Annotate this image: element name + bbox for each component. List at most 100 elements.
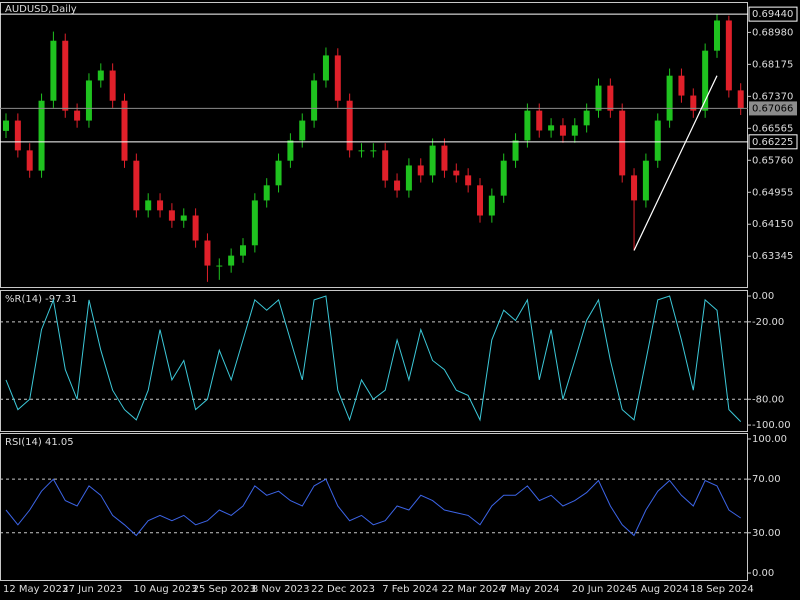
y-tick-label: -80.00 — [752, 394, 784, 405]
candle-body — [607, 85, 614, 111]
x-tick-label: 12 May 2023 — [3, 584, 68, 595]
x-tick-label: 20 Jun 2024 — [572, 584, 632, 595]
candle-body — [619, 110, 626, 176]
y-tick-label: 100.00 — [752, 434, 787, 445]
level-label-box — [748, 6, 798, 22]
x-tick-label: 27 Jun 2023 — [62, 584, 122, 595]
candle-body — [465, 175, 472, 186]
x-tick-label: 18 Sep 2024 — [690, 584, 753, 595]
candle-body — [725, 20, 732, 91]
candle-body — [595, 85, 602, 111]
candle-body — [204, 240, 211, 266]
candle-body — [500, 160, 507, 196]
candle-body — [405, 165, 412, 191]
x-tick-label: 7 May 2024 — [501, 584, 560, 595]
candle-body — [559, 125, 566, 136]
candle-body — [536, 110, 543, 131]
candle-body — [133, 160, 140, 211]
candle-body — [3, 120, 9, 131]
x-tick-label: 8 Nov 2023 — [252, 584, 310, 595]
candle-body — [417, 165, 424, 176]
y-tick-label: 0.64150 — [752, 219, 793, 230]
candle-body — [512, 140, 519, 161]
candle-body — [287, 140, 294, 161]
rsi-panel-frame — [0, 433, 748, 581]
level-label: 0.69440 — [752, 9, 793, 20]
y-tick-label: -20.00 — [752, 317, 784, 328]
candle-body — [168, 210, 175, 221]
y-tick-label: 70.00 — [752, 474, 781, 485]
candle-body — [346, 100, 353, 151]
candle-body — [737, 90, 744, 109]
level-label-box — [748, 134, 798, 150]
candle-body — [524, 110, 531, 141]
candle-body — [358, 150, 365, 152]
rsi-title: RSI(14) 41.05 — [5, 437, 74, 448]
y-tick-label: 0.65760 — [752, 155, 793, 166]
candle-body — [240, 245, 246, 256]
candle-body — [690, 95, 697, 111]
candle-body — [370, 150, 377, 152]
x-tick-label: 5 Aug 2024 — [631, 584, 689, 595]
candle-body — [263, 185, 270, 201]
candle-body — [180, 215, 187, 221]
candle-body — [382, 150, 389, 181]
candle-body — [275, 160, 282, 186]
candle-body — [50, 40, 57, 101]
candle-body — [97, 70, 104, 81]
y-tick-label: 30.00 — [752, 528, 781, 539]
candle-body — [334, 55, 341, 101]
y-tick-label: -100.00 — [752, 420, 791, 431]
x-tick-label: 22 Mar 2024 — [441, 584, 504, 595]
y-tick-label: 0.64955 — [752, 187, 793, 198]
candle-body — [145, 200, 152, 211]
candle-body — [394, 180, 401, 191]
candle-body — [322, 55, 329, 81]
candle-body — [571, 125, 578, 136]
indicator-line — [5, 295, 742, 422]
candle-body — [85, 80, 92, 121]
wpr-title: %R(14) -97.31 — [5, 294, 77, 305]
candle-body — [26, 150, 33, 171]
candle-body — [548, 125, 555, 131]
y-tick-label: 0.66565 — [752, 123, 793, 134]
candle-body — [62, 40, 69, 111]
candle-body — [441, 145, 448, 171]
candle-body — [631, 175, 638, 201]
candle-body — [666, 75, 673, 121]
x-tick-label: 10 Aug 2023 — [133, 584, 197, 595]
candle-body — [192, 215, 199, 241]
candle-body — [311, 80, 318, 121]
candle-body — [702, 50, 709, 111]
indicator-line — [5, 478, 741, 537]
price-panel-frame — [0, 2, 748, 288]
current-price-box — [749, 101, 797, 116]
current-price-label: 0.67066 — [752, 103, 793, 114]
trendline — [633, 75, 718, 251]
y-tick-label: 0.63345 — [752, 251, 793, 262]
candle-body — [74, 110, 81, 121]
y-tick-label: 0.68980 — [752, 27, 793, 38]
candle-body — [14, 120, 21, 151]
x-tick-label: 22 Dec 2023 — [311, 584, 375, 595]
candle-body — [228, 255, 235, 266]
x-tick-label: 25 Sep 2023 — [193, 584, 256, 595]
y-tick-label: 0.00 — [752, 291, 774, 302]
candle-body — [453, 170, 460, 176]
candle-body — [251, 200, 258, 246]
candle-body — [714, 20, 720, 51]
candle-body — [642, 160, 649, 201]
candle-body — [299, 120, 306, 141]
wpr-panel-frame — [0, 290, 748, 432]
y-tick-label: 0.68175 — [752, 59, 793, 70]
candle-body — [216, 265, 223, 267]
candle-body — [488, 195, 495, 216]
candle-body — [38, 100, 45, 171]
candle-body — [583, 110, 590, 126]
price-title: AUDUSD,Daily — [5, 4, 77, 15]
candle-body — [429, 145, 436, 176]
candle-body — [477, 185, 483, 216]
y-tick-label: 0.00 — [752, 568, 774, 579]
candle-body — [678, 75, 685, 96]
